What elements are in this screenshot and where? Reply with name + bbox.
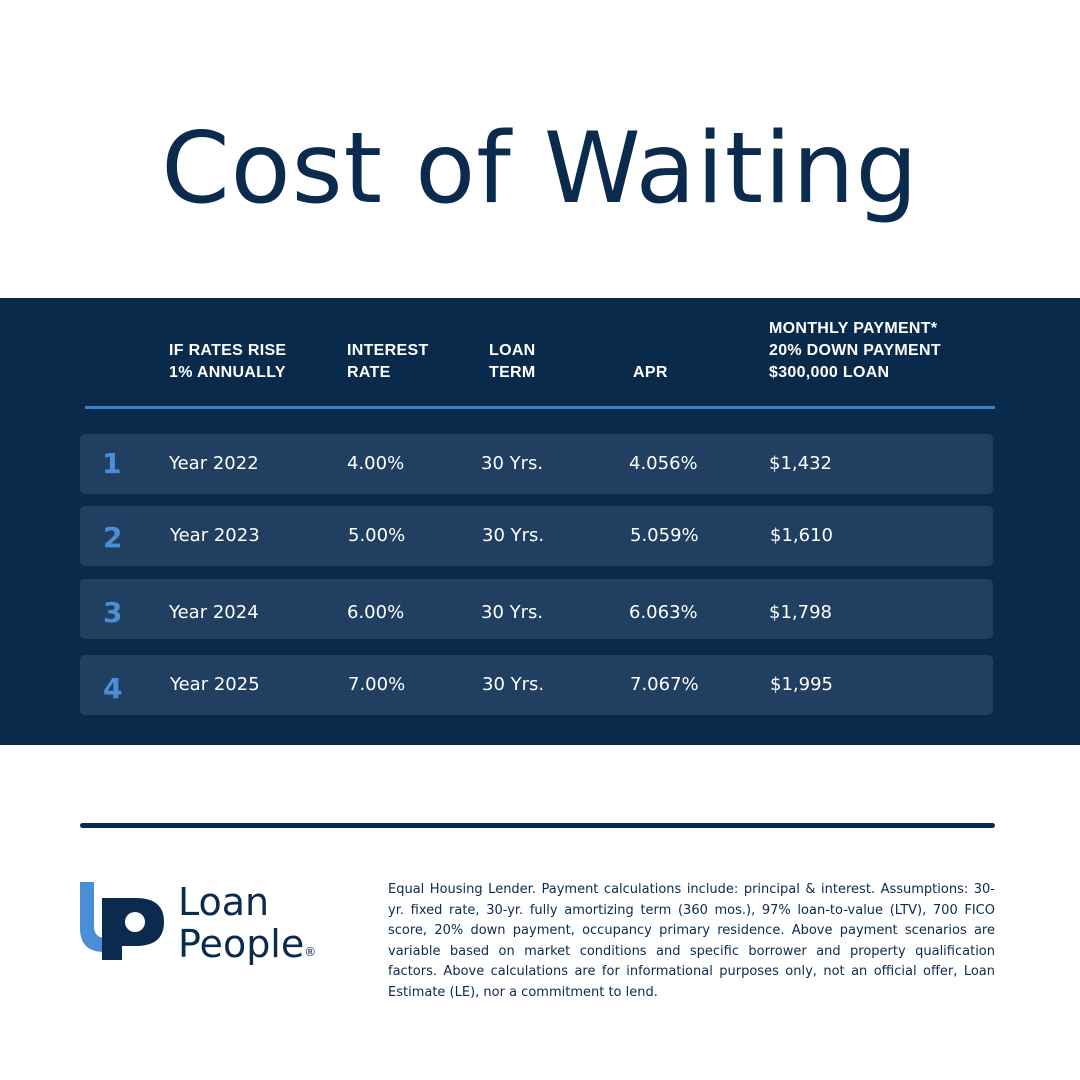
table-row: 4 Year 2025 7.00% 30 Yrs. 7.067% $1,995 [80, 655, 993, 715]
row-apr: 5.059% [630, 525, 699, 546]
legal-disclaimer: Equal Housing Lender. Payment calculatio… [388, 882, 995, 1000]
row-number: 1 [102, 447, 122, 480]
row-year: Year 2022 [169, 453, 259, 474]
footer-divider [80, 823, 995, 828]
row-monthly-payment: $1,798 [769, 602, 832, 623]
row-loan-term: 30 Yrs. [482, 674, 545, 695]
brand-name-people: People [178, 922, 305, 966]
row-apr: 7.067% [630, 674, 699, 695]
row-interest-rate: 5.00% [348, 525, 406, 546]
brand-name-line2: People® [178, 924, 316, 964]
brand-logo: Loan People® [80, 876, 340, 976]
row-number: 3 [103, 596, 123, 629]
row-apr: 4.056% [629, 453, 698, 474]
row-interest-rate: 6.00% [347, 602, 405, 623]
header-monthly-payment: MONTHLY PAYMENT* 20% DOWN PAYMENT $300,0… [769, 320, 941, 381]
header-underline [85, 406, 995, 409]
row-number: 4 [103, 672, 123, 705]
table-row: 1 Year 2022 4.00% 30 Yrs. 4.056% $1,432 [80, 434, 993, 494]
table-row: 2 Year 2023 5.00% 30 Yrs. 5.059% $1,610 [80, 506, 993, 566]
row-apr: 6.063% [629, 602, 698, 623]
page-title: Cost of Waiting [161, 112, 919, 226]
header-apr: APR [633, 364, 668, 381]
row-year: Year 2025 [170, 674, 260, 695]
header-loan-term: LOAN TERM [489, 342, 536, 381]
row-year: Year 2024 [169, 602, 259, 623]
header-interest-rate: INTEREST RATE [347, 342, 429, 381]
lp-monogram-icon [80, 882, 164, 960]
row-year: Year 2023 [170, 525, 260, 546]
row-monthly-payment: $1,995 [770, 674, 833, 695]
registered-mark: ® [304, 945, 317, 959]
header-scenario: IF RATES RISE 1% ANNUALLY [169, 342, 287, 381]
row-monthly-payment: $1,610 [770, 525, 833, 546]
row-interest-rate: 7.00% [348, 674, 406, 695]
row-loan-term: 30 Yrs. [482, 525, 545, 546]
row-loan-term: 30 Yrs. [481, 453, 544, 474]
table-row: 3 Year 2024 6.00% 30 Yrs. 6.063% $1,798 [80, 579, 993, 639]
row-number: 2 [103, 521, 123, 554]
row-interest-rate: 4.00% [347, 453, 405, 474]
row-monthly-payment: $1,432 [769, 453, 832, 474]
brand-name-line1: Loan [178, 880, 270, 924]
row-loan-term: 30 Yrs. [481, 602, 544, 623]
